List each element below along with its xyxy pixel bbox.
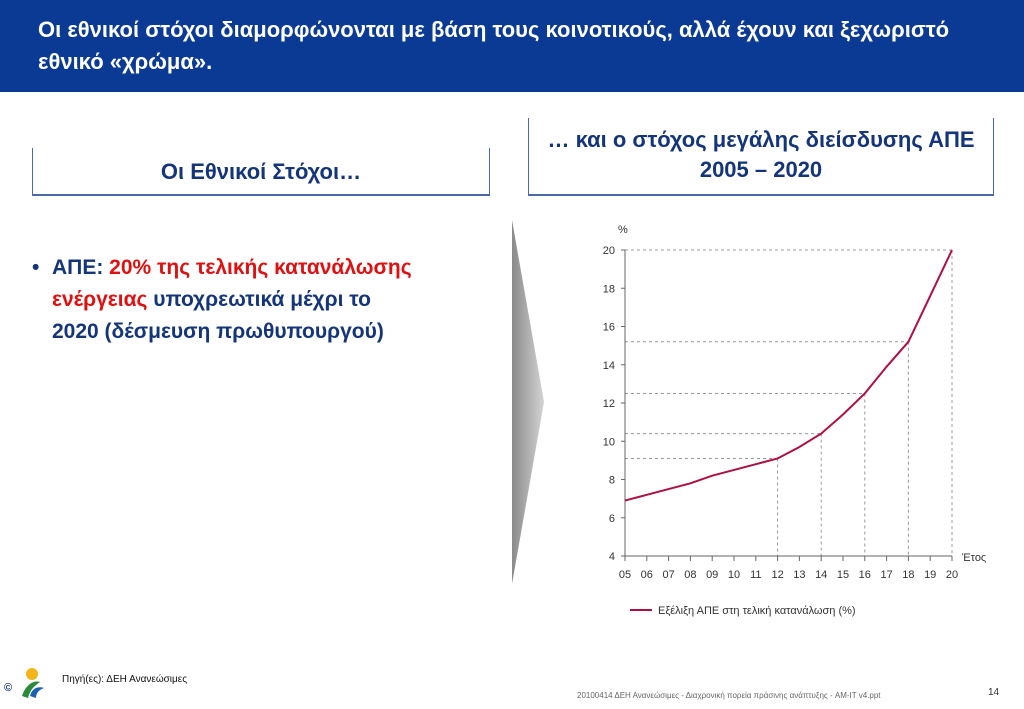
x-tick-label: 17 — [880, 569, 892, 581]
source-note: Πηγή(ες): ΔΕΗ Ανανεώσιμες — [62, 674, 188, 685]
y-tick-label: 18 — [603, 283, 615, 295]
x-tick-label: 10 — [728, 569, 740, 581]
arrow-chevron-icon — [512, 220, 544, 584]
footer-filename: 20100414 ΔΕΗ Ανανεώσιμες - Διαχρονική πο… — [577, 691, 881, 700]
left-panel-header: Οι Εθνικοί Στόχοι… — [32, 148, 490, 196]
bullet-text: ΑΠΕ: 20% της τελικής κατανάλωσης ενέργει… — [52, 252, 412, 348]
x-tick-label: 11 — [750, 569, 761, 581]
y-tick-label: 8 — [609, 475, 615, 487]
y-tick-label: 20 — [603, 245, 615, 257]
bullet-highlight: 20% της τελικής κατανάλωσης ενέργειας — [52, 256, 412, 311]
right-panel-header: … και ο στόχος μεγάλης διείσδυσης ΑΠΕ 20… — [528, 118, 994, 196]
bullet-marker: • — [32, 256, 40, 279]
page-number: 14 — [988, 687, 1000, 698]
y-tick-label: 10 — [603, 436, 615, 448]
renewables-line-chart: 4 6 8 10 12 14 16 18 20 05 06 07 08 09 10 11 12 13 14 15 16… — [603, 224, 986, 617]
y-axis-ticks: 4 6 8 10 12 14 16 18 20 — [603, 245, 625, 563]
x-tick-label: 19 — [924, 569, 936, 581]
chart-reference-lines — [625, 249, 953, 556]
x-tick-label: 13 — [793, 569, 805, 581]
bullet-prefix: ΑΠΕ: — [52, 256, 110, 279]
x-tick-label: 05 — [619, 569, 631, 581]
y-tick-label: 6 — [609, 513, 615, 525]
copyright-mark: © — [4, 682, 13, 694]
ppc-renewables-logo — [22, 668, 44, 698]
x-tick-label: 06 — [641, 569, 653, 581]
title-bar: Οι εθνικοί στόχοι διαμορφώνονται με βάση… — [0, 0, 1024, 92]
x-tick-label: 12 — [771, 569, 783, 581]
y-tick-label: 4 — [609, 551, 615, 563]
x-tick-label: 16 — [859, 569, 871, 581]
x-tick-label: 20 — [946, 569, 958, 581]
x-tick-label: 18 — [902, 569, 914, 581]
y-axis-label: % — [618, 224, 628, 236]
x-axis-label: Έτος — [961, 552, 986, 564]
x-tick-label: 15 — [837, 569, 849, 581]
x-tick-label: 14 — [815, 569, 827, 581]
series-line — [624, 249, 953, 502]
slide-title: Οι εθνικοί στόχοι διαμορφώνονται με βάση… — [38, 17, 950, 74]
bullet-rest: υποχρεωτικά μέχρι το 2020 (δέσμευση πρωθ… — [52, 288, 384, 343]
x-axis-ticks: 05 06 07 08 09 10 11 12 13 14 15 16 17 18 19 20 — [619, 556, 958, 581]
x-tick-label: 07 — [662, 569, 674, 581]
legend-label: Εξέλιξη ΑΠΕ στη τελική κατανάλωση (%) — [658, 605, 856, 617]
x-tick-label: 08 — [684, 569, 696, 581]
y-tick-label: 14 — [603, 360, 615, 372]
y-tick-label: 16 — [603, 322, 615, 334]
y-tick-label: 12 — [603, 398, 615, 410]
x-tick-label: 09 — [706, 569, 718, 581]
